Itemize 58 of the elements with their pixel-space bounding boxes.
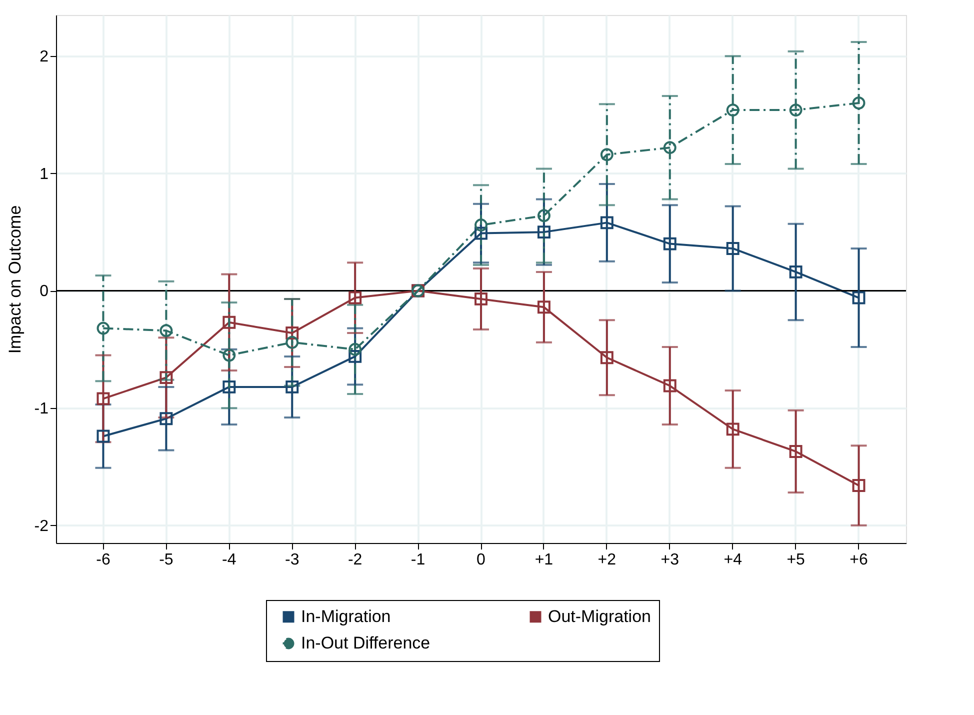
point [663,379,676,392]
point [222,348,236,362]
point [663,237,676,250]
x-tick-label: +4 [724,552,742,568]
y-tick-label: 0 [40,283,49,300]
point [286,336,299,349]
point [160,324,173,338]
x-tick-label: -5 [159,552,174,568]
point [726,104,740,117]
legend-label: In-Migration [301,606,391,626]
y-tick-label: -2 [34,518,49,535]
point [852,291,866,304]
point [160,371,173,384]
point [600,351,614,364]
point [348,350,362,363]
point [160,412,173,426]
x-tick-label: -2 [348,552,362,568]
x-tick-label: -1 [410,552,426,568]
y-axis-title: Impact on Outcome [5,205,24,354]
point [96,322,110,335]
legend-label: In-Out Difference [301,634,430,652]
x-tick-label: +3 [660,552,680,568]
y-tick-label: 2 [40,48,49,66]
point [96,430,110,443]
point [96,392,110,406]
point [474,292,488,306]
point [600,148,614,162]
point [726,242,740,255]
point [348,342,362,356]
point [474,226,488,240]
point [537,209,550,222]
x-tick-label: -4 [222,552,236,568]
x-tick-label: +5 [786,552,806,568]
point [286,380,299,394]
point [789,104,802,117]
point [789,445,802,458]
point [726,422,740,436]
x-tick-label: -6 [96,552,110,568]
point [286,326,299,340]
x-tick-label: -3 [284,552,300,568]
point [537,300,550,314]
point [789,265,802,278]
y-tick-label: 1 [40,166,49,183]
x-tick-label: +1 [534,552,554,568]
legend-label: Out-Migration [548,606,651,626]
y-tick-label: -1 [34,400,49,418]
point [537,226,550,239]
point [474,218,488,232]
x-tick-label: +2 [598,552,616,568]
point [852,96,866,110]
point [348,291,362,304]
point [600,216,614,230]
point [852,479,866,492]
x-tick-label: +6 [850,552,868,568]
x-tick-label: 0 [476,552,486,568]
point [663,141,676,154]
point [222,316,236,329]
point [222,380,236,394]
